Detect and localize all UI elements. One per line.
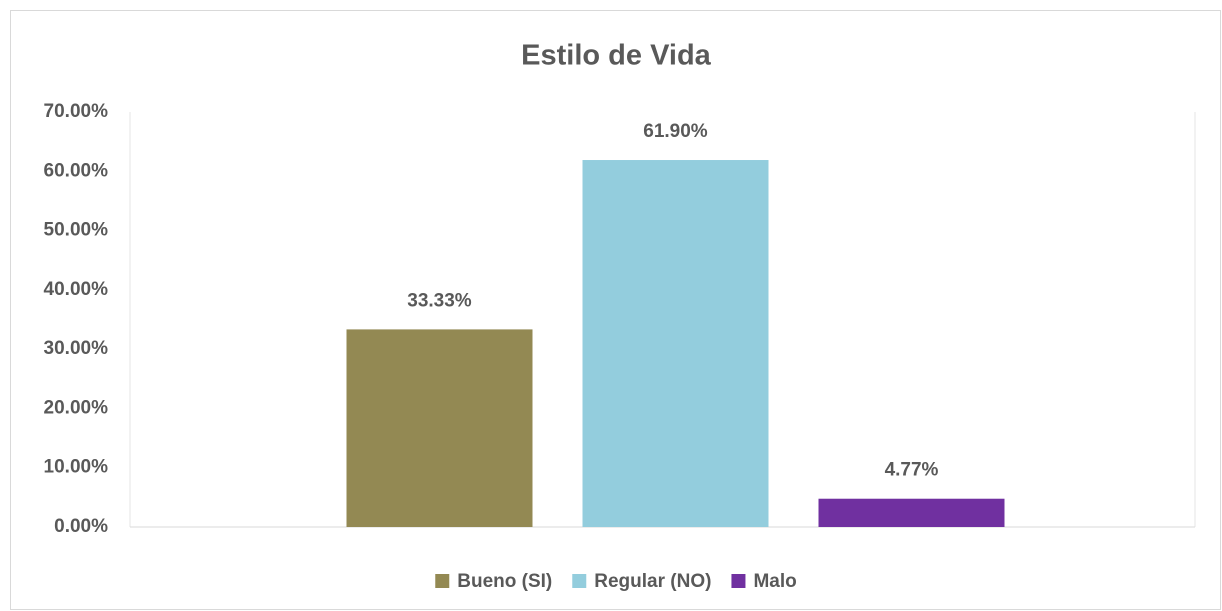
legend-label: Bueno (SI) bbox=[457, 571, 552, 592]
y-tick-label: 30.00% bbox=[44, 338, 109, 359]
y-tick-label: 70.00% bbox=[44, 101, 109, 122]
bar bbox=[346, 329, 533, 527]
bar bbox=[582, 160, 769, 527]
y-tick-label: 50.00% bbox=[44, 220, 109, 241]
y-tick-label: 20.00% bbox=[44, 397, 109, 418]
chart-title: Estilo de Vida bbox=[521, 40, 712, 72]
data-label: 61.90% bbox=[643, 121, 708, 142]
bar bbox=[818, 498, 1005, 527]
legend-swatch bbox=[435, 574, 450, 588]
y-tick-label: 40.00% bbox=[44, 279, 109, 300]
data-label: 33.33% bbox=[407, 290, 472, 311]
legend-label: Regular (NO) bbox=[594, 571, 711, 592]
y-tick-label: 60.00% bbox=[44, 160, 109, 181]
legend-swatch bbox=[731, 574, 746, 588]
legend-swatch bbox=[572, 574, 587, 588]
legend-label: Malo bbox=[753, 571, 796, 592]
y-tick-label: 10.00% bbox=[44, 457, 109, 478]
data-label: 4.77% bbox=[885, 460, 939, 481]
y-tick-label: 0.00% bbox=[54, 516, 108, 537]
